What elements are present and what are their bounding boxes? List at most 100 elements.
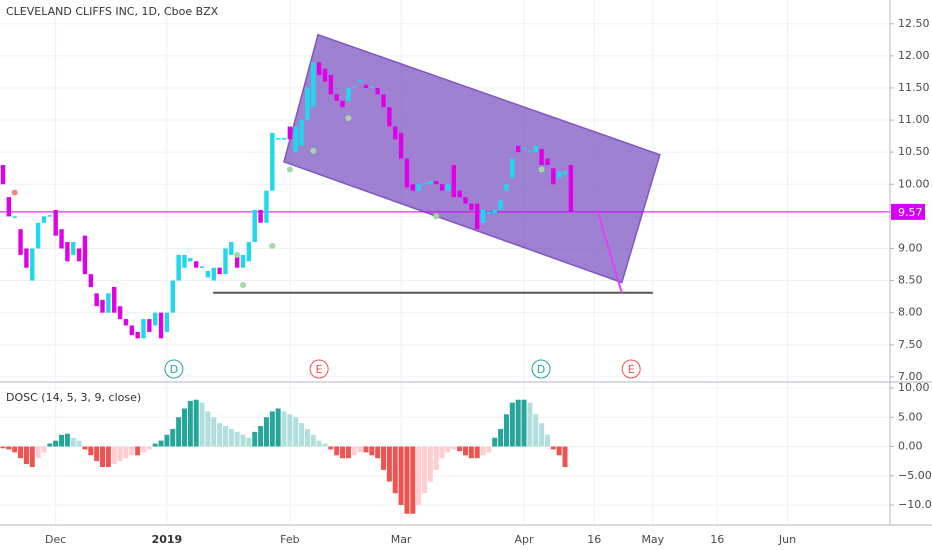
candle — [0, 164, 6, 185]
x-tick-label: Dec — [45, 533, 66, 546]
event-marker — [309, 359, 329, 379]
candle — [53, 209, 58, 236]
candle — [352, 86, 357, 89]
event-label: E — [628, 363, 635, 376]
candle — [123, 319, 129, 326]
histogram-bar — [53, 440, 59, 447]
candle — [205, 270, 211, 278]
candle — [340, 100, 345, 108]
event-label: D — [170, 363, 178, 376]
signal-dot — [240, 282, 247, 289]
event-marker — [531, 359, 551, 379]
histogram-bar — [35, 446, 41, 459]
candle — [234, 254, 240, 268]
candle — [88, 274, 94, 287]
candle — [59, 229, 64, 249]
candle — [182, 254, 187, 268]
histogram-bar — [258, 426, 264, 447]
candle — [217, 267, 222, 275]
candle — [246, 242, 252, 262]
candle — [381, 94, 386, 108]
histogram-bar — [123, 446, 129, 459]
candle — [199, 266, 205, 268]
projection-line — [596, 211, 623, 294]
histogram-bar — [363, 446, 369, 453]
histogram-bar — [375, 446, 381, 459]
histogram-bar — [170, 428, 176, 447]
histogram-bar — [445, 446, 451, 453]
candle — [223, 248, 228, 275]
histogram-bar — [539, 423, 545, 447]
histogram-bar — [59, 434, 65, 447]
x-tick-label: 16 — [587, 533, 601, 546]
candle — [193, 261, 199, 268]
candle — [515, 145, 521, 153]
x-tick-label: 2019 — [152, 533, 183, 546]
x-tick-label: May — [641, 533, 664, 546]
labels: Dec 2019 Feb Mar Apr 16 May 16 Jun 12.50 12.00 11.5… — [45, 17, 932, 546]
histogram-bar — [18, 446, 24, 459]
histogram-bar — [141, 446, 147, 453]
histogram-bar — [6, 446, 12, 450]
candle — [510, 158, 515, 178]
histogram-bar — [193, 399, 199, 447]
histogram-bar — [521, 399, 527, 447]
candle — [287, 126, 293, 140]
signal-dot — [286, 166, 293, 173]
candle — [398, 132, 404, 159]
plot — [0, 33, 890, 514]
candle — [480, 209, 486, 223]
histogram-bar — [181, 408, 187, 447]
candle — [410, 184, 416, 191]
histogram-bar — [515, 399, 521, 447]
candle — [281, 138, 287, 140]
histogram-bar — [351, 446, 357, 456]
candle — [258, 209, 263, 223]
histogram-bar — [310, 434, 316, 447]
histogram-bar — [269, 411, 275, 447]
histogram-bar — [64, 433, 70, 447]
histogram-bar — [105, 446, 111, 467]
histogram-bar — [176, 417, 182, 447]
candle — [275, 138, 281, 140]
candle — [527, 150, 533, 153]
candle — [562, 171, 568, 175]
histogram-bar — [94, 446, 100, 462]
y-tick-label: 11.50 — [898, 81, 930, 94]
signal-dot — [433, 213, 440, 220]
histogram-bar — [111, 446, 117, 465]
event-marker — [621, 359, 641, 379]
candle — [211, 267, 216, 281]
histogram-bar — [462, 446, 468, 456]
signal-dot — [11, 189, 18, 196]
candle — [82, 235, 88, 275]
histogram-bar — [451, 446, 457, 450]
candle — [147, 319, 152, 332]
histogram-bar — [468, 446, 474, 459]
histogram-bar — [12, 446, 18, 453]
histogram-bar — [47, 443, 53, 447]
candle — [305, 87, 310, 121]
histogram-bar — [480, 446, 486, 456]
histogram-bar — [211, 417, 217, 447]
histogram-bar — [416, 446, 422, 505]
histogram-bar — [427, 446, 433, 482]
histogram-bar — [533, 414, 539, 447]
candle — [141, 319, 146, 339]
x-tick-label: Apr — [515, 533, 535, 546]
histogram-bar — [439, 446, 445, 459]
y-tick-label: 10.00 — [898, 381, 930, 394]
candle — [170, 280, 175, 313]
y-tick-label: 7.00 — [898, 370, 923, 383]
y-tick-label: 9.00 — [898, 241, 923, 254]
x-tick-label: Feb — [280, 533, 299, 546]
histogram-bar — [164, 434, 170, 447]
candle — [176, 254, 181, 281]
event-marker — [164, 359, 184, 379]
histogram-bar — [129, 446, 135, 456]
histogram-bar — [527, 402, 533, 447]
histogram-bar — [263, 417, 269, 447]
histogram-bar — [0, 446, 6, 449]
y-tick-label: 0.00 — [898, 440, 923, 453]
